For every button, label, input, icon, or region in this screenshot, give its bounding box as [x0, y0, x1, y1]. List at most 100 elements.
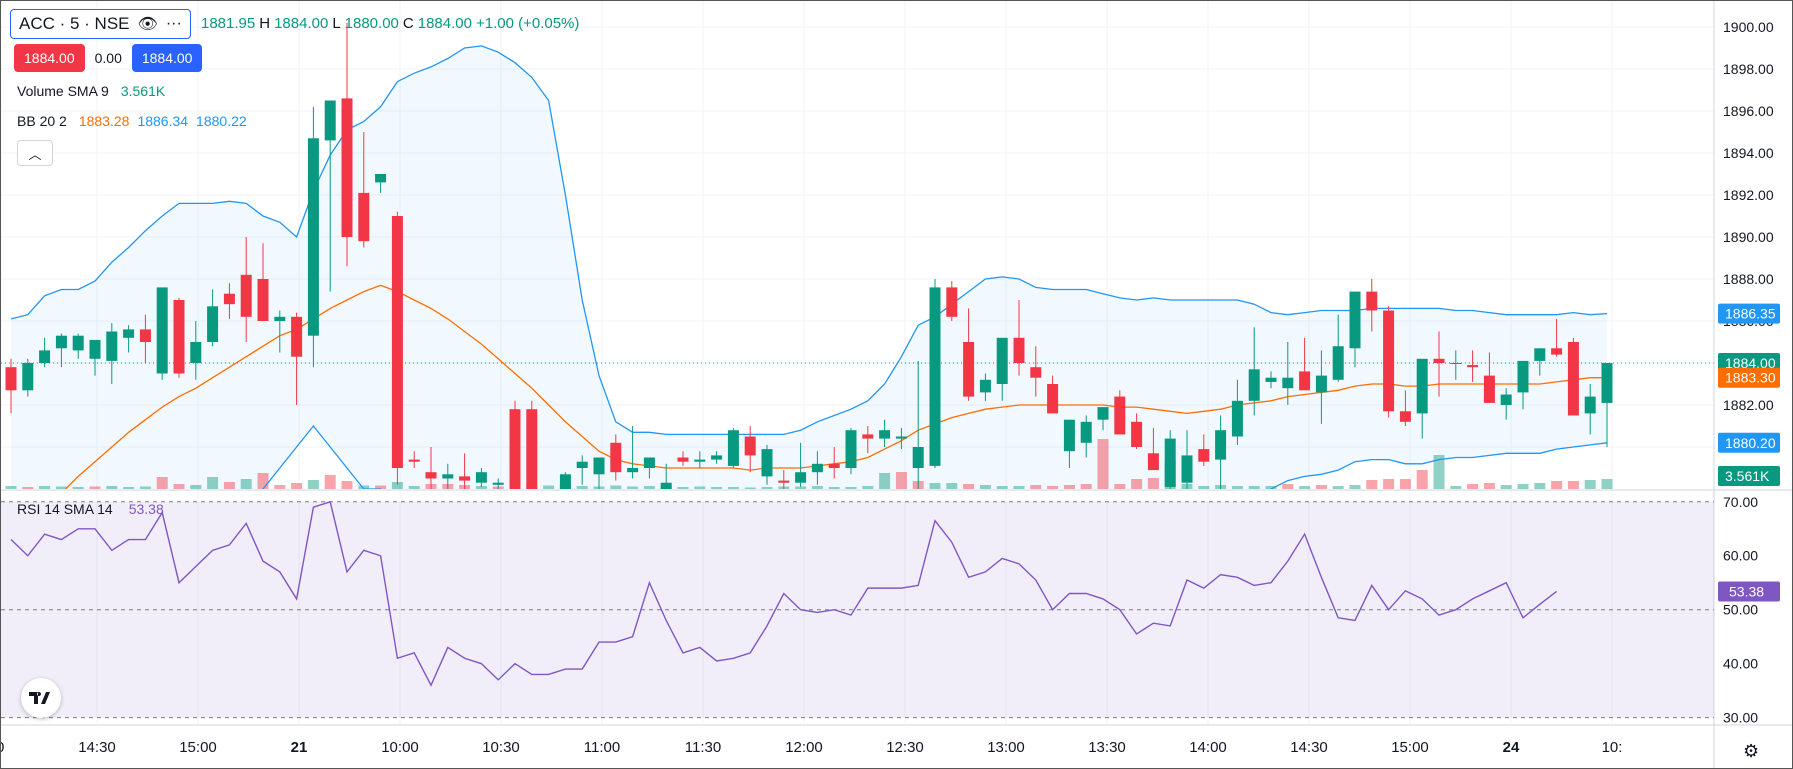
volume-bar — [1231, 486, 1243, 489]
volume-bar — [1030, 485, 1042, 489]
bb-upper-tag — [1718, 303, 1780, 324]
bb-legend[interactable]: BB 20 2 1883.28 1886.34 1880.22 — [17, 113, 247, 129]
candle-body — [996, 337, 1008, 384]
volume-bar — [139, 486, 151, 489]
candle-body — [509, 409, 521, 489]
high-value: 1884.00 — [274, 15, 329, 32]
candle-body — [1181, 455, 1193, 483]
candle-body — [778, 480, 790, 483]
candle-body — [1416, 358, 1428, 414]
bb-label: BB 20 2 — [17, 113, 67, 129]
volume-bar — [1114, 484, 1126, 489]
volume-bar — [996, 486, 1008, 489]
candle-body — [223, 293, 235, 305]
volume-bar — [1601, 479, 1613, 489]
candle-body — [1366, 291, 1378, 311]
candle-body — [1500, 394, 1512, 405]
volume-bar — [89, 486, 101, 489]
candle-body — [1534, 348, 1546, 361]
bb-basis-tag-label: 1883.30 — [1725, 370, 1776, 386]
candle-body — [1215, 430, 1227, 460]
volume-bar — [475, 486, 487, 489]
volume-bar — [106, 486, 118, 489]
candle-body — [257, 279, 269, 321]
volume-bar — [795, 486, 807, 489]
candle-body — [358, 192, 370, 242]
candle-body — [526, 409, 538, 489]
settings-icon[interactable]: ⚙ — [1743, 741, 1760, 761]
candle-body — [190, 342, 202, 363]
time-tick-label: 10:00 — [381, 739, 419, 756]
volume-bar — [1534, 483, 1546, 489]
candle-body — [1030, 367, 1042, 378]
candle-body — [946, 287, 958, 317]
volume-legend[interactable]: Volume SMA 9 3.561K — [17, 83, 165, 99]
tradingview-logo-icon[interactable] — [21, 678, 61, 718]
rsi-legend[interactable]: RSI 14 SMA 14 53.38 — [17, 501, 164, 517]
price-tick-label: 1882.00 — [1723, 397, 1774, 413]
volume-bar — [391, 482, 403, 489]
time-tick-label: 24 — [1503, 739, 1520, 756]
candle-body — [425, 472, 437, 479]
tv-logo-mark — [29, 692, 50, 704]
volume-bar — [862, 486, 874, 489]
candle-body — [391, 216, 403, 468]
time-tick-label: 10: — [1602, 739, 1623, 756]
volume-bar — [408, 486, 420, 489]
price-tick-label: 1888.00 — [1723, 271, 1774, 287]
volume-bar — [1500, 485, 1512, 489]
candle-body — [744, 436, 756, 456]
bb-upper-value: 1886.34 — [137, 113, 189, 129]
volume-bar — [1063, 485, 1075, 489]
volume-bar — [1399, 479, 1411, 489]
time-tick-label: 14:00 — [1189, 739, 1227, 756]
time-tick-label: 14:30 — [78, 739, 116, 756]
symbol-box[interactable]: ACC · 5 · NSE 👁 ··· — [10, 9, 191, 39]
candle-body — [1383, 310, 1395, 412]
rsi-tick-label: 30.00 — [1723, 710, 1758, 726]
volume-bar — [274, 485, 286, 489]
candle-body — [811, 463, 823, 473]
candle-body — [341, 98, 353, 238]
candle-body — [677, 457, 689, 462]
candle-body — [1332, 346, 1344, 380]
rsi-value: 53.38 — [128, 501, 164, 517]
volume-bar — [291, 483, 303, 489]
candle-body — [106, 331, 118, 361]
candle-body — [1584, 396, 1596, 414]
candle-body — [375, 174, 387, 183]
candle-body — [1299, 371, 1311, 391]
candle-body — [39, 350, 51, 363]
bb-basis-line — [64, 284, 1607, 489]
volume-bar — [946, 483, 958, 489]
ohlc-readout: 1881.95 H 1884.00 L 1880.00 C 1884.00 +1.00… — [201, 15, 579, 32]
time-tick-label: 14:30 — [1290, 739, 1328, 756]
volume-bar — [828, 487, 840, 489]
volume-value: 3.561K — [120, 83, 166, 99]
candle-body — [845, 430, 857, 468]
time-tick-label: 11:30 — [685, 739, 721, 756]
sell-button[interactable]: 1884.00 — [14, 44, 85, 72]
volume-bar — [811, 486, 823, 489]
buy-button[interactable]: 1884.00 — [131, 44, 203, 72]
volume-bar — [207, 477, 219, 489]
candle-body — [1164, 438, 1176, 487]
candle-body — [139, 329, 151, 342]
volume-bar — [1315, 485, 1327, 489]
rsi-last-tag-label: 53.38 — [1729, 583, 1764, 599]
volume-bar — [627, 486, 639, 489]
candle-body — [593, 457, 605, 475]
volume-bar — [123, 487, 135, 489]
candle-body — [55, 335, 67, 349]
eye-icon[interactable]: 👁 — [137, 16, 158, 33]
collapse-legend-button[interactable]: ︿ — [17, 140, 53, 166]
bb-upper-line — [10, 45, 1608, 436]
volume-bar — [1433, 455, 1445, 489]
volume-bar — [1483, 483, 1495, 489]
symbol-title[interactable]: ACC · 5 · NSE — [19, 14, 130, 33]
candle-body — [559, 474, 571, 489]
more-icon[interactable]: ··· — [165, 15, 182, 32]
volume-bar — [1198, 486, 1210, 489]
